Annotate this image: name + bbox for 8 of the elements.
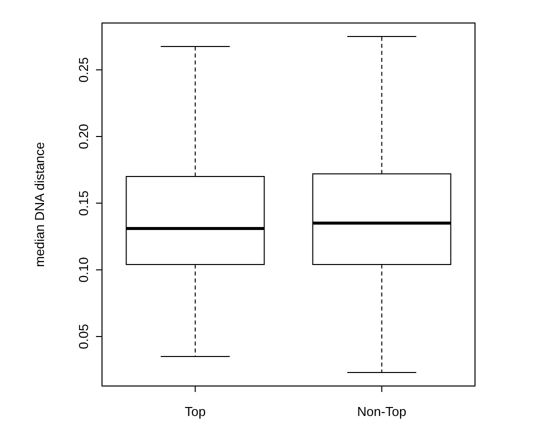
y-tick-label: 0.05 bbox=[76, 324, 91, 350]
y-tick-label: 0.20 bbox=[76, 124, 91, 150]
y-axis-title: median DNA distance bbox=[32, 142, 47, 268]
y-tick-label: 0.10 bbox=[76, 257, 91, 282]
x-tick-label: Top bbox=[184, 404, 206, 419]
y-tick-label: 0.15 bbox=[76, 190, 91, 216]
y-tick-label: 0.25 bbox=[76, 57, 91, 82]
x-tick-label: Non-Top bbox=[357, 404, 406, 419]
